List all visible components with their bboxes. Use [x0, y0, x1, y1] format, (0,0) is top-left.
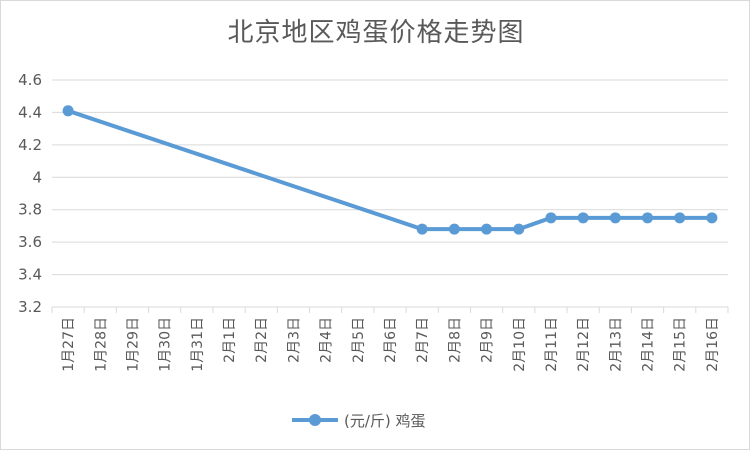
data-point [416, 223, 428, 235]
y-axis: 3.2 3.4 3.6 3.8 4 4.2 4.4 4.6 [18, 71, 42, 316]
x-tick-label: 1月29日 [125, 317, 141, 372]
y-tick-label: 3.8 [18, 201, 42, 219]
data-point [577, 212, 589, 224]
x-tick-label: 2月2日 [254, 317, 270, 363]
series-line [66, 108, 714, 232]
x-tick-label: 2月3日 [286, 317, 302, 363]
y-tick-label: 4 [32, 168, 42, 186]
x-tick-label: 2月8日 [447, 317, 463, 363]
x-tick-label: 1月28日 [93, 317, 109, 372]
legend: (元/斤) 鸡蛋 [292, 412, 426, 430]
y-tick-label: 4.2 [18, 136, 42, 154]
x-tick-label: 2月13日 [608, 317, 624, 372]
x-tick-label: 2月6日 [383, 317, 399, 363]
data-point [674, 212, 686, 224]
x-tick-label: 1月27日 [61, 317, 77, 372]
data-point [609, 212, 621, 224]
y-tick-label: 3.6 [18, 233, 42, 251]
x-tick-label: 2月10日 [512, 317, 528, 372]
legend-label: (元/斤) 鸡蛋 [344, 412, 426, 430]
data-point [448, 223, 460, 235]
x-tick-label: 2月15日 [673, 317, 689, 372]
x-tick-label: 2月5日 [351, 317, 367, 363]
x-tick-label: 2月1日 [222, 317, 238, 363]
x-tick-label: 2月16日 [705, 317, 721, 372]
x-tick-label: 1月31日 [190, 317, 206, 372]
x-axis: 1月27日 1月28日 1月29日 1月30日 1月31日 2月1日 2月2日 2月3日 2月4… [51, 307, 729, 372]
data-point [706, 212, 718, 224]
x-tick-label: 2月9日 [480, 317, 496, 363]
gridlines [52, 79, 728, 308]
y-tick-label: 3.2 [18, 298, 42, 316]
y-tick-label: 3.4 [18, 266, 42, 284]
data-point [62, 105, 74, 117]
x-tick-label: 2月7日 [415, 317, 431, 363]
data-point [642, 212, 654, 224]
x-tick-label: 2月11日 [544, 317, 560, 372]
x-tick-label: 2月14日 [641, 317, 657, 372]
series-layer [62, 105, 718, 235]
chart-title: 北京地区鸡蛋价格走势图 [227, 18, 525, 48]
y-tick-label: 4.6 [18, 71, 42, 89]
legend-dot-marker [309, 414, 321, 426]
data-point [513, 223, 525, 235]
data-point [545, 212, 557, 224]
x-tick-label: 1月30日 [158, 317, 174, 372]
x-tick-label: 2月12日 [576, 317, 592, 372]
data-point [481, 223, 493, 235]
x-tick-label: 2月4日 [319, 317, 335, 363]
y-tick-label: 4.4 [18, 103, 42, 121]
